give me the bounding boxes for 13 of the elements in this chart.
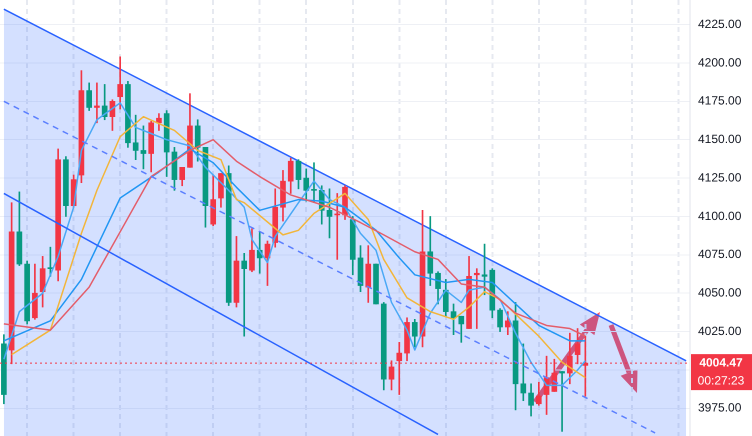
- y-tick-label: 4100.00: [698, 208, 742, 223]
- ref-line-label: 4004.47: [699, 355, 744, 370]
- y-tick-label: 3975.00: [698, 400, 742, 415]
- y-tick-label: 4025.00: [698, 324, 742, 338]
- y-tick-label: 4125.00: [698, 170, 742, 184]
- y-tick-label: 4050.00: [698, 286, 742, 300]
- text: 00:27:23: [698, 373, 745, 388]
- y-tick-label: 4075.00: [698, 247, 742, 262]
- y-tick-label: 4175.00: [698, 94, 742, 108]
- y-tick-label: 4200.00: [698, 55, 742, 70]
- y-tick-label: 4225.00: [698, 16, 742, 31]
- candlestick: [373, 264, 379, 304]
- y-tick-label: 4150.00: [698, 132, 742, 146]
